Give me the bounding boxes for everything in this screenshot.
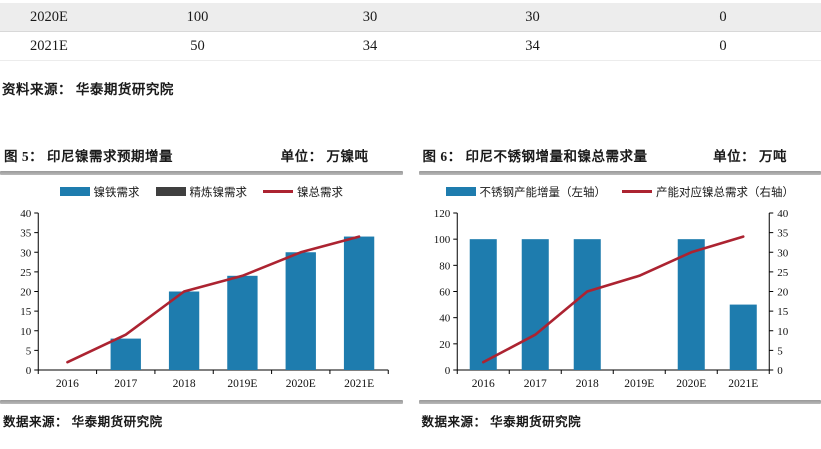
svg-text:120: 120 [433, 208, 450, 220]
svg-text:0: 0 [26, 365, 32, 377]
data-table: 2020E 100 30 30 0 2021E 50 34 34 0 [0, 0, 821, 61]
table-cell: 34 [525, 38, 540, 54]
figure5-legend: 镍铁需求 精炼镍需求 镍总需求 [0, 184, 403, 199]
svg-text:2020E: 2020E [286, 378, 316, 390]
table-cell-year: 2021E [30, 38, 68, 54]
svg-text:5: 5 [26, 345, 32, 357]
table-cell-year: 2020E [30, 9, 68, 25]
divider-bar [418, 400, 821, 404]
divider-bar [0, 400, 403, 404]
table-source-note: 资料来源： 华泰期货研究院 [2, 82, 174, 97]
svg-text:20: 20 [439, 339, 451, 351]
svg-text:2018: 2018 [173, 378, 196, 390]
legend-label: 镍总需求 [297, 186, 343, 199]
svg-text:25: 25 [20, 267, 32, 279]
svg-text:20: 20 [777, 287, 789, 299]
legend-label: 产能对应镍总需求（右轴） [656, 186, 794, 199]
figure6-panel: 图 6： 印尼不锈钢增量和镍总需求量 单位： 万吨 不锈钢产能增量（左轴） 产能对… [418, 145, 821, 430]
svg-text:35: 35 [777, 228, 789, 240]
legend-label: 不锈钢产能增量（左轴） [479, 186, 607, 199]
svg-text:2020E: 2020E [676, 378, 706, 390]
figure6-title: 图 6： 印尼不锈钢增量和镍总需求量 [422, 149, 648, 164]
figure6-header: 图 6： 印尼不锈钢增量和镍总需求量 单位： 万吨 [419, 145, 821, 171]
svg-text:2019E: 2019E [624, 378, 654, 390]
legend-item: 镍总需求 [263, 184, 343, 200]
svg-text:2016: 2016 [56, 378, 79, 390]
figure6-unit: 单位： 万吨 [713, 149, 787, 164]
table-cell: 100 [186, 9, 209, 25]
svg-text:35: 35 [20, 228, 32, 240]
figure5-header: 图 5： 印尼镍需求预期增量 单位： 万镍吨 [0, 145, 403, 171]
svg-text:60: 60 [439, 287, 451, 299]
legend-line-swatch [622, 190, 652, 193]
legend-bar-swatch [445, 187, 476, 196]
figure5-source-note: 数据来源： 华泰期货研究院 [3, 415, 163, 429]
legend-item: 精炼镍需求 [155, 184, 248, 200]
svg-text:40: 40 [777, 208, 789, 220]
svg-text:80: 80 [439, 260, 451, 272]
svg-text:0: 0 [444, 365, 450, 377]
figure6-chart-canvas: 0 20 40 60 80 100 120 0 5 10 15 20 25 30 35 40 2016 2017 2… [433, 208, 789, 390]
divider-bar [0, 171, 403, 175]
svg-text:15: 15 [20, 306, 32, 318]
table-cell: 30 [525, 9, 540, 25]
svg-text:5: 5 [777, 345, 783, 357]
legend-item: 镍铁需求 [59, 184, 140, 200]
legend-label: 镍铁需求 [93, 186, 140, 199]
legend-bar-swatch [155, 187, 186, 196]
svg-text:2019E: 2019E [227, 378, 257, 390]
svg-text:30: 30 [20, 247, 32, 259]
svg-text:2018: 2018 [575, 378, 598, 390]
table-cell: 30 [362, 9, 378, 25]
figure5-chart-canvas: 0 5 10 15 20 25 30 35 40 2016 2017 2018 2019E 2020E 20… [20, 208, 389, 390]
svg-text:40: 40 [20, 208, 32, 220]
legend-line-swatch [263, 190, 293, 193]
svg-text:2021E: 2021E [344, 378, 374, 390]
figure5-title: 图 5： 印尼镍需求预期增量 [4, 149, 173, 164]
svg-text:100: 100 [433, 234, 450, 246]
svg-text:10: 10 [20, 326, 32, 338]
figures-row: 图 5： 印尼镍需求预期增量 单位： 万镍吨 镍铁需求 精炼镍需求 镍总需求 0 5 1… [0, 145, 821, 430]
figure6-legend: 不锈钢产能增量（左轴） 产能对应镍总需求（右轴） [419, 184, 821, 199]
svg-text:2017: 2017 [114, 378, 137, 390]
table-cell: 0 [719, 38, 727, 54]
table-row: 2021E 50 34 34 0 [0, 32, 821, 61]
svg-text:2021E: 2021E [728, 378, 758, 390]
legend-item: 产能对应镍总需求（右轴） [622, 184, 794, 200]
figure6-source-note: 数据来源： 华泰期货研究院 [421, 415, 582, 429]
svg-text:2017: 2017 [523, 378, 546, 390]
svg-text:0: 0 [777, 365, 783, 377]
divider-bar [418, 171, 821, 175]
figure5-unit: 单位： 万镍吨 [280, 149, 369, 164]
table-cell: 0 [719, 9, 727, 25]
table-cell: 34 [362, 38, 378, 54]
svg-text:2016: 2016 [471, 378, 494, 390]
svg-text:30: 30 [777, 247, 789, 259]
table-row: 2020E 100 30 30 0 [0, 3, 821, 32]
svg-text:15: 15 [777, 306, 789, 318]
svg-text:40: 40 [439, 313, 451, 325]
svg-text:10: 10 [777, 326, 789, 338]
svg-text:25: 25 [777, 267, 789, 279]
legend-label: 精炼镍需求 [189, 186, 248, 199]
legend-bar-swatch [59, 187, 90, 196]
svg-text:20: 20 [20, 287, 32, 299]
table-cell: 50 [190, 38, 205, 54]
legend-item: 不锈钢产能增量（左轴） [445, 184, 607, 200]
figure5-panel: 图 5： 印尼镍需求预期增量 单位： 万镍吨 镍铁需求 精炼镍需求 镍总需求 0 5 1… [0, 145, 403, 430]
